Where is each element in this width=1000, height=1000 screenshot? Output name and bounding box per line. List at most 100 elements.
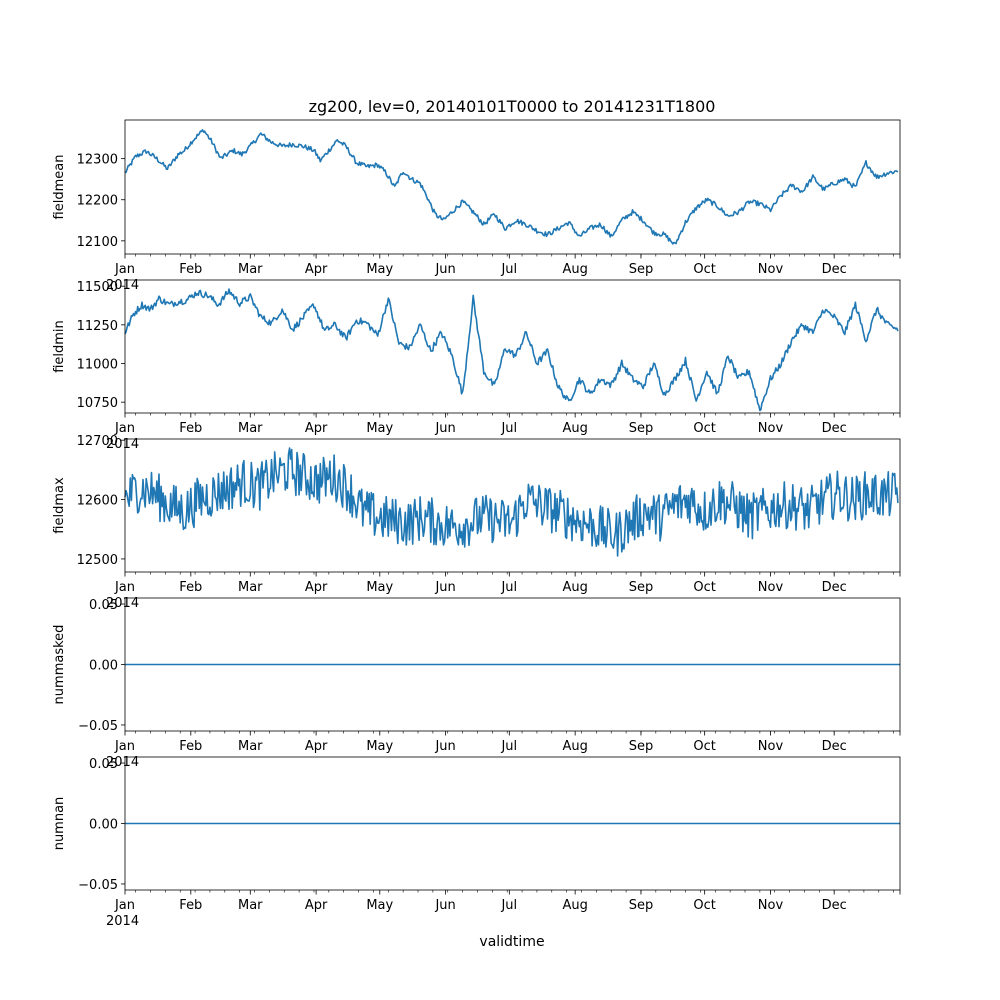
x-tick-label: Apr [305,421,328,436]
y-tick-label: 12600 [77,494,118,509]
y-axis-label: fieldmean [52,155,67,220]
y-axis-label: fieldmax [52,477,67,534]
x-tick-label: Jun [434,739,455,754]
x-tick-label: May [366,421,393,436]
x-tick-label: Feb [179,262,202,277]
x-tick-label: Aug [562,421,587,436]
y-tick-label: 12100 [77,235,118,250]
x-year-label: 2014 [106,914,139,929]
x-tick-label: Nov [758,421,784,436]
chart-title: zg200, lev=0, 20140101T0000 to 20141231T… [309,97,716,116]
x-tick-label: Feb [179,739,202,754]
x-tick-label: Jan [114,262,135,277]
y-axis-label: nummasked [52,625,67,705]
x-tick-label: Feb [179,898,202,913]
series-line-fieldmin [124,288,899,412]
subplot-fieldmean: fieldmean 12100 12200 12300 Jan Feb Mar Apr May J… [52,119,901,293]
x-tick-label: Jul [500,739,517,754]
x-tick-label: Jan [114,739,135,754]
y-tick-label: 0.00 [89,659,118,674]
y-tick-label: 12200 [77,194,118,209]
x-tick-label: Nov [758,898,784,913]
x-tick-label: Mar [238,580,263,595]
x-tick-label: Dec [822,262,847,277]
y-tick-label: −0.05 [78,878,118,893]
x-tick-label: Dec [822,898,847,913]
x-tick-label: Mar [238,739,263,754]
x-tick-label: Jun [434,898,455,913]
x-tick-label: Sep [629,739,654,754]
x-tick-label: Dec [822,739,847,754]
x-tick-label: Mar [238,898,263,913]
x-tick-label: May [366,580,393,595]
x-tick-label: Apr [305,898,328,913]
x-tick-label: Oct [693,898,715,913]
x-tick-label: Mar [238,262,263,277]
x-tick-label: May [366,739,393,754]
x-tick-label: Aug [562,739,587,754]
y-tick-label: 12500 [77,553,118,568]
y-tick-label: 0.05 [89,598,118,613]
x-tick-label: Oct [693,739,715,754]
x-tick-label: Nov [758,262,784,277]
x-tick-label: Apr [305,580,328,595]
x-tick-label: Feb [179,421,202,436]
subplot-fieldmax: fieldmax 12500 12600 12700 Jan Feb Mar Apr May Ju… [52,434,901,611]
x-tick-label: Feb [179,580,202,595]
x-tick-label: Jun [434,580,455,595]
subplot-numnan: numnan −0.05 0.00 0.05 Jan Feb Mar Apr May Jun Jul… [52,756,901,929]
x-year-label: 2014 [106,596,139,611]
series-line-fieldmax [124,447,899,557]
x-year-label: 2014 [106,437,139,452]
plot-frame [124,279,901,414]
x-year-label: 2014 [106,278,139,293]
y-axis-label: numnan [52,797,67,851]
x-tick-label: Sep [629,421,654,436]
series-line-fieldmean [125,129,899,245]
plot-frame [124,119,901,255]
x-tick-label: Jan [114,898,135,913]
x-tick-label: May [366,898,393,913]
x-tick-label: Aug [562,580,587,595]
x-tick-label: Oct [693,421,715,436]
y-tick-label: −0.05 [78,719,118,734]
x-tick-label: Jul [500,898,517,913]
plot-frame [124,756,901,891]
subplot-fieldmin: fieldmin 10750 11000 11250 11500 Jan Feb Mar Apr… [52,279,901,452]
plot-frame [124,597,901,732]
y-tick-label: 11250 [77,319,118,334]
y-tick-label: 11000 [77,358,118,373]
x-tick-label: Apr [305,262,328,277]
x-tick-label: Nov [758,580,784,595]
x-tick-label: May [366,262,393,277]
x-tick-label: Jun [434,421,455,436]
y-tick-label: 0.00 [89,818,118,833]
x-tick-label: Nov [758,739,784,754]
y-tick-label: 12300 [77,153,118,168]
x-tick-label: Apr [305,739,328,754]
y-axis-label: fieldmin [52,320,67,373]
x-tick-label: Oct [693,262,715,277]
x-tick-label: Aug [562,898,587,913]
x-tick-label: Sep [629,262,654,277]
subplot-nummasked: nummasked −0.05 0.00 0.05 Jan Feb Mar Apr May Jun… [52,597,901,770]
y-tick-label: 10750 [77,396,118,411]
x-tick-label: Sep [629,580,654,595]
x-tick-label: Mar [238,421,263,436]
x-tick-label: Dec [822,580,847,595]
x-tick-label: Jul [500,262,517,277]
x-tick-label: Jun [434,262,455,277]
y-tick-label: 0.05 [89,757,118,772]
x-tick-label: Dec [822,421,847,436]
x-axis-label: validtime [479,934,544,950]
subplots: fieldmean 12100 12200 12300 Jan Feb Mar Apr May J… [52,119,901,929]
x-tick-label: Aug [562,262,587,277]
x-tick-label: Jan [114,421,135,436]
x-tick-label: Jul [500,421,517,436]
x-tick-label: Oct [693,580,715,595]
plot-frame [124,438,901,573]
x-tick-label: Jul [500,580,517,595]
x-year-label: 2014 [106,755,139,770]
x-tick-label: Sep [629,898,654,913]
